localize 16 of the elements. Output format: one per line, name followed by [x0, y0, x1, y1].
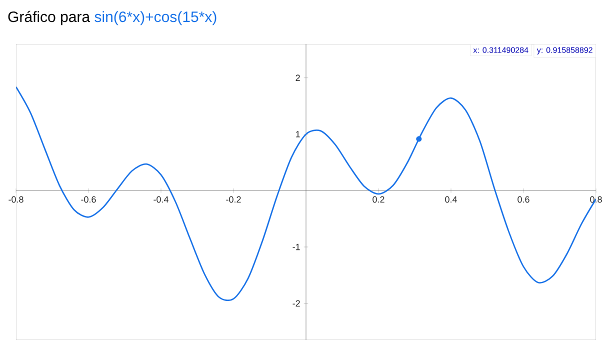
- annotation: x: 0.311490284: [473, 47, 528, 53]
- annotation: y: 0.915858892: [536, 47, 592, 54]
- y-tick-label: 2: [296, 74, 300, 81]
- x-tick-label: -0.4: [154, 196, 168, 203]
- x-tick-label: -0.2: [226, 196, 241, 203]
- chart-title: Gráfico para: [8, 10, 90, 26]
- x-tick-label: 0.6: [518, 196, 530, 203]
- y-tick-label: -2: [292, 300, 300, 306]
- x-tick-label: 0.8: [590, 196, 602, 203]
- y-tick-label: 1: [296, 131, 300, 138]
- chart-subtitle: sin(6*x)+cos(15*x): [94, 11, 216, 26]
- x-tick-label: 0.2: [372, 196, 384, 203]
- y-tick-label: -1: [292, 244, 300, 250]
- x-tick-label: -0.8: [8, 196, 24, 203]
- x-tick-label: -0.6: [81, 196, 96, 203]
- x-tick-label: 0.4: [445, 196, 457, 203]
